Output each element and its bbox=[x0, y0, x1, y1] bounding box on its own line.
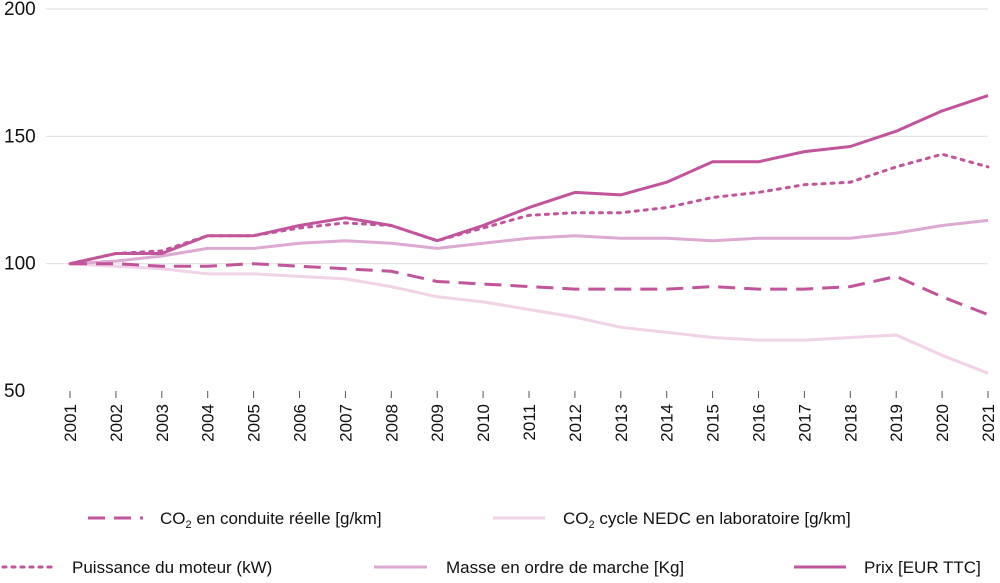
series-line-masse bbox=[69, 218, 989, 266]
x-tick-label: 2016 bbox=[750, 404, 769, 442]
legend-label-prix: Prix [EUR TTC] bbox=[864, 558, 981, 577]
x-tick-label: 2002 bbox=[107, 404, 126, 442]
series-lines bbox=[68, 94, 990, 375]
x-tick-label: 2009 bbox=[428, 404, 447, 442]
x-tick-label: 2012 bbox=[566, 404, 585, 442]
x-tick-label: 2007 bbox=[336, 404, 355, 442]
x-tick-label: 2019 bbox=[887, 404, 906, 442]
x-tick-label: 2001 bbox=[61, 404, 80, 442]
x-tick-label: 2017 bbox=[795, 404, 814, 442]
legend-label-co2_nedc: CO2 cycle NEDC en laboratoire [g/km] bbox=[563, 509, 851, 531]
y-tick-label: 50 bbox=[4, 381, 25, 402]
grid-lines bbox=[46, 8, 988, 265]
y-tick-label: 150 bbox=[4, 126, 36, 147]
x-tick-label: 2021 bbox=[979, 404, 998, 442]
series-line-prix bbox=[69, 94, 989, 266]
x-tick-label: 2018 bbox=[841, 404, 860, 442]
legend-label-masse: Masse en ordre de marche [Kg] bbox=[446, 558, 684, 577]
x-tick-label: 2006 bbox=[291, 404, 310, 442]
x-tick-label: 2020 bbox=[933, 404, 952, 442]
x-tick-label: 2011 bbox=[520, 404, 539, 441]
y-axis: 50 100 150 200 bbox=[4, 0, 36, 402]
x-tick-label: 2010 bbox=[474, 404, 493, 442]
series-line-co2_reel bbox=[70, 262, 989, 316]
y-tick-label: 100 bbox=[4, 254, 36, 275]
x-axis: 2001 2002 2003 2004 2005 2006 2007 2008 2009 2010… bbox=[61, 391, 998, 442]
x-tick-label: 2004 bbox=[199, 404, 218, 442]
y-tick-label: 200 bbox=[4, 0, 36, 20]
x-tick-label: 2003 bbox=[153, 404, 172, 442]
series-line-co2_nedc bbox=[69, 262, 989, 375]
x-tick-label: 2015 bbox=[704, 404, 723, 442]
legend-label-puissance: Puissance du moteur (kW) bbox=[72, 558, 272, 577]
x-tick-label: 2013 bbox=[612, 404, 631, 442]
legend: CO2 en conduite réelle [g/km] CO2 cycle N… bbox=[1, 509, 981, 577]
legend-label-co2_reel: CO2 en conduite réelle [g/km] bbox=[160, 509, 382, 531]
x-tick-label: 2008 bbox=[382, 404, 401, 442]
x-tick-label: 2005 bbox=[245, 404, 264, 442]
x-tick-label: 2014 bbox=[658, 404, 677, 442]
